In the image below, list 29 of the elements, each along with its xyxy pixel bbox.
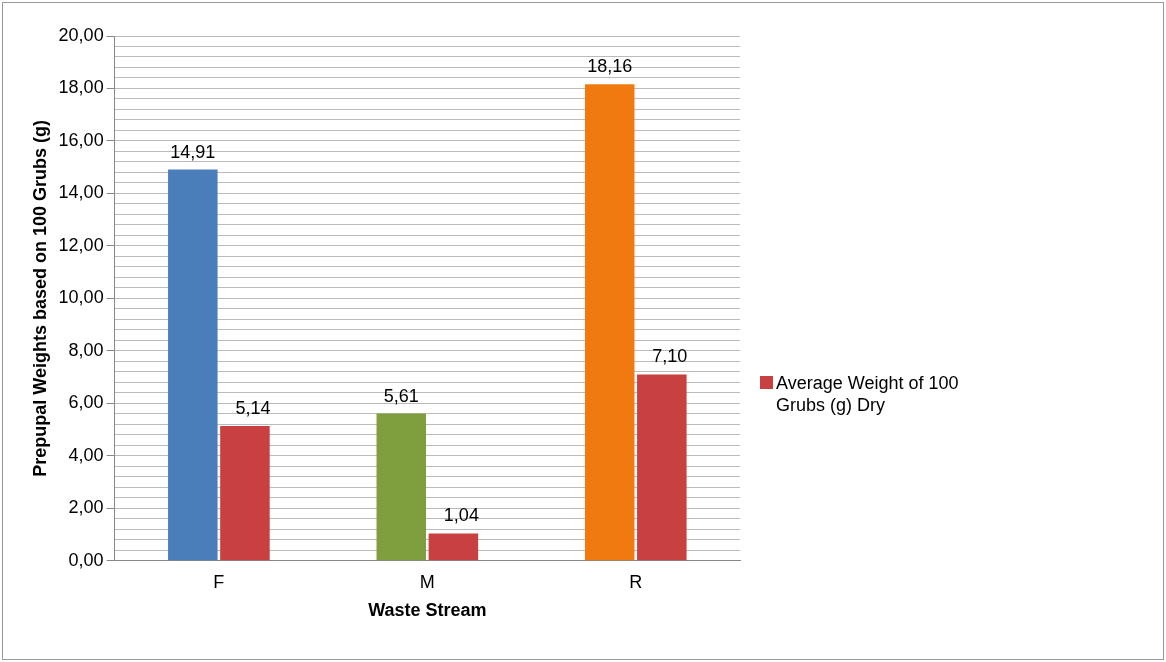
y-tick-label: 4,00 [68,444,104,465]
y-tick-label: 10,00 [58,287,104,308]
data-label: 5,61 [383,385,419,406]
y-tick-label: 6,00 [68,392,104,413]
y-tick-label: 20,00 [58,24,104,45]
x-tick-label: M [419,571,435,592]
y-tick-label: 2,00 [68,497,104,518]
x-tick-label: R [629,571,643,592]
bar [428,533,479,561]
data-label: 14,91 [170,141,216,162]
x-tick-label: F [213,571,225,592]
x-axis-title: Waste Stream [368,600,487,621]
bar [220,425,270,561]
legend-label: Average Weight of 100 Grubs (g) Dry [776,372,960,416]
bar [584,84,635,561]
data-label: 18,16 [587,56,633,77]
data-label: 7,10 [652,346,688,367]
bar [376,413,427,561]
y-axis-title: Prepupal Weights based on 100 Grubs (g) [29,120,50,477]
y-tick-label: 14,00 [58,182,104,203]
y-tick-label: 16,00 [58,129,104,150]
data-label: 1,04 [443,505,479,526]
data-label: 5,14 [235,397,271,418]
y-tick-label: 8,00 [68,339,104,360]
y-tick-label: 0,00 [68,549,104,570]
y-tick-label: 12,00 [58,234,104,255]
y-tick-label: 18,00 [58,77,104,98]
bar [637,374,687,561]
bar [168,169,218,561]
